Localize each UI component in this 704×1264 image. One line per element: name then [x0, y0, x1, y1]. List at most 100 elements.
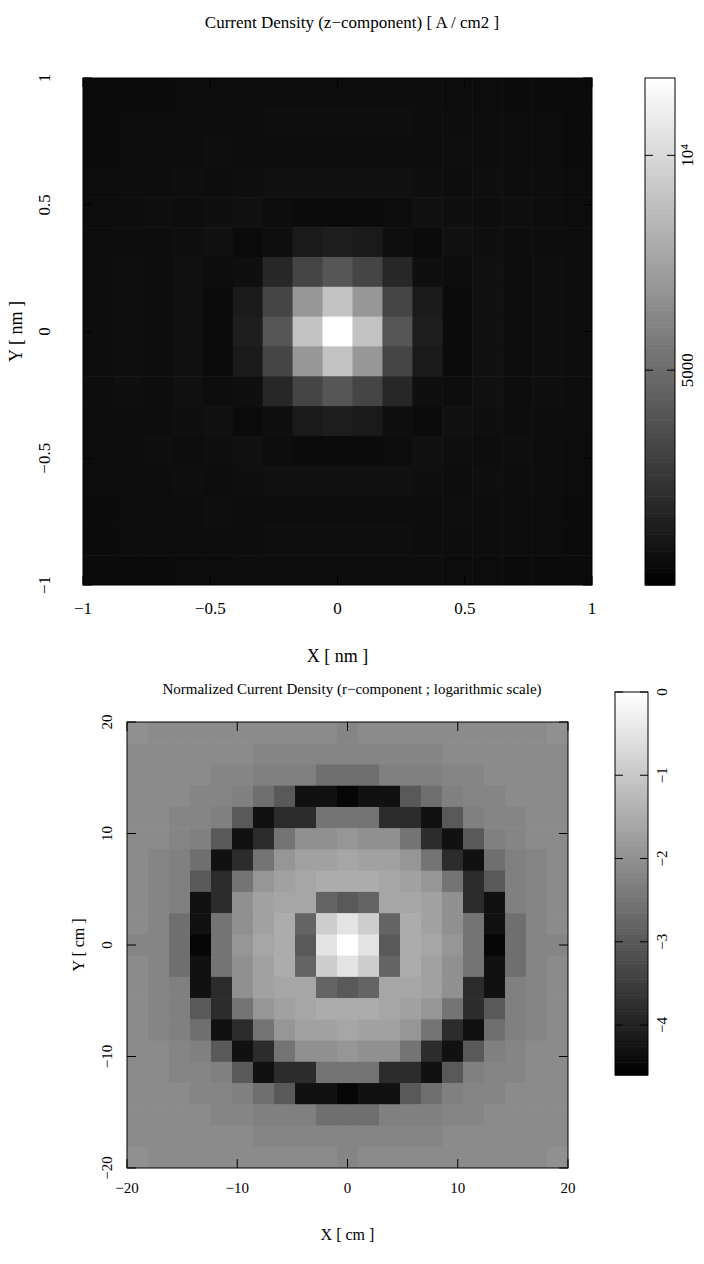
heatmap-cell — [532, 317, 563, 347]
heatmap-cell — [547, 764, 568, 786]
heatmap-cell — [562, 555, 592, 585]
heatmap-cell — [127, 977, 149, 999]
heatmap-cell — [484, 828, 506, 850]
y-tick — [83, 585, 92, 586]
heatmap-cell — [382, 525, 413, 555]
heatmap-cell — [532, 466, 563, 496]
heatmap-cell — [127, 849, 149, 871]
heatmap-cell — [463, 1041, 485, 1063]
y-tick — [127, 1056, 136, 1057]
heatmap-cell — [547, 913, 568, 935]
heatmap-cell — [337, 998, 359, 1020]
colorbar-strip — [645, 163, 675, 168]
heatmap-cell — [211, 807, 233, 829]
heatmap-cell — [442, 892, 464, 914]
heatmap-cell — [421, 828, 443, 850]
heatmap-cell — [442, 998, 464, 1020]
chart-panel: Current Density (z−component) [ A / cm2 … — [6, 13, 697, 666]
y-tick — [583, 331, 592, 332]
heatmap-cell — [463, 786, 485, 808]
heatmap-cell — [233, 466, 264, 496]
heatmap-cell — [295, 786, 317, 808]
y-tick — [559, 945, 568, 946]
heatmap-cell — [143, 167, 174, 197]
heatmap-cell — [127, 807, 149, 829]
heatmap-cell — [505, 807, 527, 829]
heatmap-cell — [148, 934, 170, 956]
heatmap-cell — [316, 807, 338, 829]
heatmap-cell — [143, 525, 174, 555]
heatmap-cell — [382, 138, 413, 168]
heatmap-cell — [484, 722, 506, 744]
heatmap-cell — [400, 913, 422, 935]
heatmap-cell — [233, 257, 264, 287]
colorbar-strip — [645, 184, 675, 189]
heatmap-cell — [169, 956, 191, 978]
heatmap-cell — [169, 977, 191, 999]
colorbar-strip — [645, 437, 675, 442]
colorbar-strip — [645, 205, 675, 210]
heatmap-cell — [421, 998, 443, 1020]
heatmap-cell — [412, 376, 443, 406]
heatmap-cell — [484, 786, 506, 808]
heatmap-cell — [143, 78, 174, 108]
colorbar-strip — [645, 247, 675, 252]
heatmap-cell — [232, 1083, 254, 1105]
heatmap-cell — [358, 977, 380, 999]
x-tick — [237, 722, 238, 731]
heatmap-cell — [127, 1147, 149, 1168]
heatmap-cell — [484, 1104, 506, 1126]
heatmap-cell — [83, 287, 114, 317]
heatmap-cell — [173, 525, 204, 555]
colorbar-tick — [615, 1025, 623, 1026]
x-tick — [210, 78, 211, 87]
y-tick-label: −1 — [35, 576, 54, 594]
heatmap-cell — [442, 956, 464, 978]
heatmap-cell — [562, 525, 592, 555]
heatmap-cell — [526, 998, 548, 1020]
heatmap-cell — [169, 1083, 191, 1105]
heatmap-cell — [127, 1104, 149, 1126]
colorbar-strip — [645, 302, 675, 307]
heatmap-cell — [190, 998, 212, 1020]
heatmap-cell — [203, 197, 234, 227]
heatmap-cell — [232, 786, 254, 808]
heatmap-cell — [211, 871, 233, 893]
heatmap-cell — [352, 167, 383, 197]
heatmap-cell — [190, 807, 212, 829]
heatmap-cell — [337, 722, 359, 744]
heatmap-cell — [274, 871, 296, 893]
heatmap-cell — [505, 849, 527, 871]
y-tick-label: −10 — [99, 1045, 115, 1068]
colorbar-strip — [645, 340, 675, 345]
y-tick-label: 10 — [99, 826, 115, 841]
heatmap-cell — [442, 287, 473, 317]
heatmap-cell — [421, 807, 443, 829]
heatmap-cell — [472, 317, 503, 347]
heatmap-cell — [263, 466, 294, 496]
heatmap-cell — [547, 956, 568, 978]
heatmap-cell — [316, 934, 338, 956]
heatmap-cell — [211, 934, 233, 956]
heatmap-cell — [143, 287, 174, 317]
heatmap-cell — [190, 1126, 212, 1148]
heatmap-cell — [203, 346, 234, 376]
colorbar-tick-label: 5000 — [678, 353, 697, 387]
heatmap-cell — [379, 722, 401, 744]
heatmap-cell — [382, 496, 413, 526]
heatmap-cell — [442, 406, 473, 436]
colorbar-strip — [645, 420, 675, 425]
heatmap-cell — [190, 956, 212, 978]
heatmap-cell — [442, 555, 473, 585]
heatmap-cell — [203, 287, 234, 317]
colorbar-strip — [645, 408, 675, 413]
heatmap-cell — [472, 466, 503, 496]
heatmap-cell — [502, 287, 533, 317]
heatmap-cell — [421, 764, 443, 786]
heatmap-cell — [484, 1083, 506, 1105]
heatmap-cell — [169, 1147, 191, 1168]
heatmap-cell — [232, 998, 254, 1020]
heatmap-cell — [505, 1019, 527, 1041]
heatmap-cell — [382, 257, 413, 287]
heatmap-cell — [190, 892, 212, 914]
